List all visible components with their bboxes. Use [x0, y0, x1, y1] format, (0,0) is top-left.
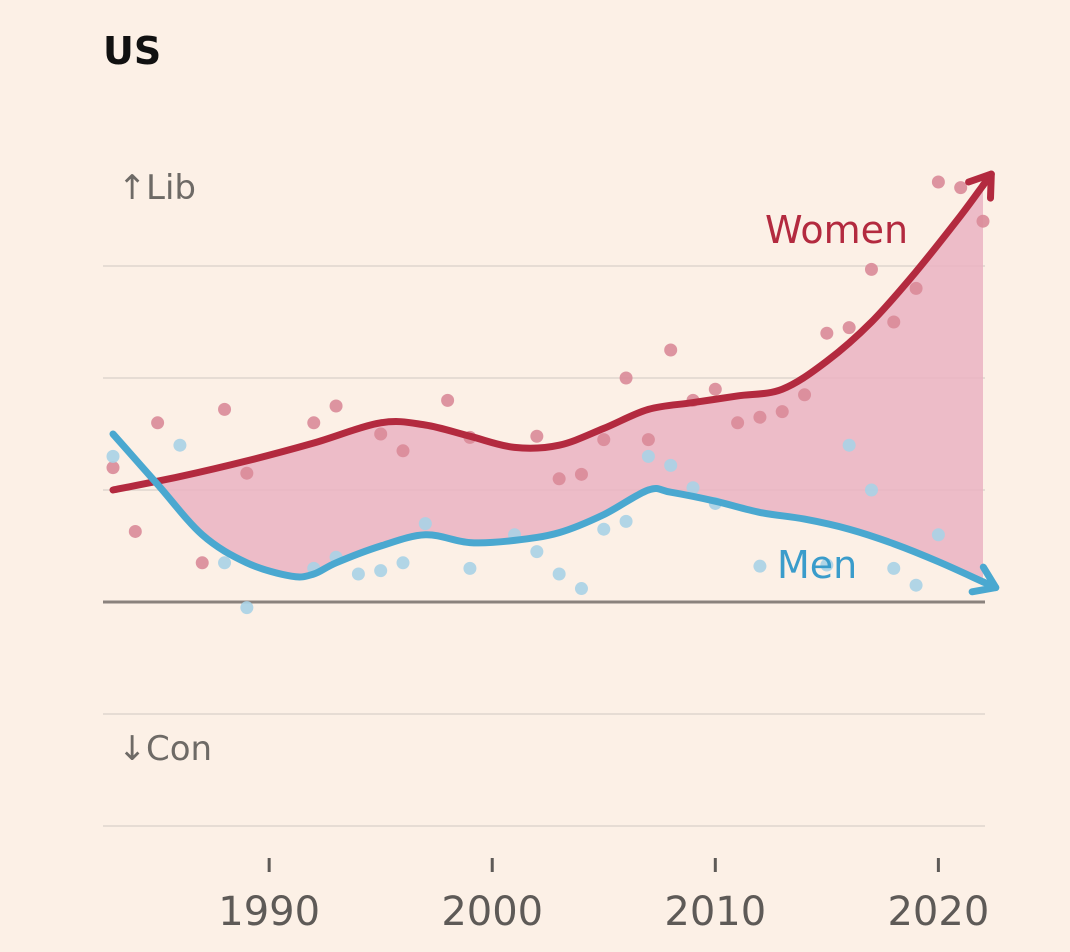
women-data-point — [842, 321, 856, 335]
men-data-point — [931, 528, 945, 542]
women-data-point — [597, 433, 611, 447]
men-data-point — [240, 601, 254, 615]
women-data-point — [775, 405, 789, 419]
women-data-point — [909, 281, 923, 295]
men-data-point — [552, 567, 566, 581]
women-data-point — [374, 427, 388, 441]
women-data-point — [641, 433, 655, 447]
men-trend-line — [109, 430, 987, 586]
women-data-point — [798, 388, 812, 402]
men-data-point — [418, 517, 432, 531]
women-data-point — [619, 371, 633, 385]
women-data-point — [552, 472, 566, 486]
series-label-women: Women — [765, 208, 908, 252]
x-axis-ticks: 1990 2000 2010 2020 — [218, 858, 989, 935]
women-data-point — [731, 416, 745, 430]
women-data-point — [195, 556, 209, 570]
women-trend-line — [109, 181, 987, 494]
men-data-point — [909, 578, 923, 592]
gap-area-layer — [113, 185, 983, 582]
men-data-point — [842, 438, 856, 452]
men-data-point — [173, 438, 187, 452]
men-data-point — [463, 561, 477, 575]
x-tick-label: 2020 — [887, 889, 989, 935]
men-data-point — [106, 449, 120, 463]
women-data-point — [931, 175, 945, 189]
women-data-point — [664, 343, 678, 357]
men-data-point — [887, 561, 901, 575]
women-data-point — [307, 416, 321, 430]
women-data-point — [329, 399, 343, 413]
women-data-point — [887, 315, 901, 329]
trend-lines-layer — [109, 170, 1000, 596]
men-data-point — [864, 483, 878, 497]
men-data-point — [686, 481, 700, 495]
women-data-point — [708, 382, 722, 396]
chart-title: US — [103, 29, 161, 73]
women-data-point — [976, 214, 990, 228]
men-data-point — [374, 564, 388, 578]
men-data-point — [351, 567, 365, 581]
women-data-point — [151, 416, 165, 430]
y-bottom-hint-arrow: ↓ — [118, 729, 147, 769]
men-data-point — [574, 582, 588, 596]
women-data-point — [218, 402, 232, 416]
women-data-point — [530, 429, 544, 443]
y-top-label: Lib — [146, 168, 196, 208]
x-tick-label: 2010 — [664, 889, 766, 935]
men-data-point — [396, 556, 410, 570]
men-arrowhead — [968, 563, 1000, 596]
women-data-point — [753, 410, 767, 424]
y-bottom-label: Con — [146, 729, 212, 769]
men-data-point — [753, 559, 767, 573]
women-arrowhead — [965, 170, 995, 202]
labels-layer: ↑ Lib ↓ Con Women Men — [118, 168, 908, 769]
men-data-point — [641, 449, 655, 463]
y-top-hint-arrow: ↑ — [118, 168, 147, 208]
men-data-point — [664, 458, 678, 472]
gap-area — [113, 185, 983, 582]
men-data-point — [597, 522, 611, 536]
women-data-point — [128, 524, 142, 538]
men-data-point — [530, 545, 544, 559]
men-data-point — [820, 558, 834, 572]
women-data-point — [820, 326, 834, 340]
men-data-point — [218, 556, 232, 570]
men-data-point — [619, 514, 633, 528]
women-data-point — [954, 181, 968, 195]
x-tick-label: 2000 — [441, 889, 543, 935]
women-data-point — [240, 466, 254, 480]
women-data-point — [106, 461, 120, 475]
women-data-point — [396, 444, 410, 458]
x-tick-label: 1990 — [218, 889, 320, 935]
series-label-men: Men — [777, 543, 857, 587]
women-data-point — [441, 393, 455, 407]
women-data-point — [574, 467, 588, 481]
women-data-point — [864, 262, 878, 276]
